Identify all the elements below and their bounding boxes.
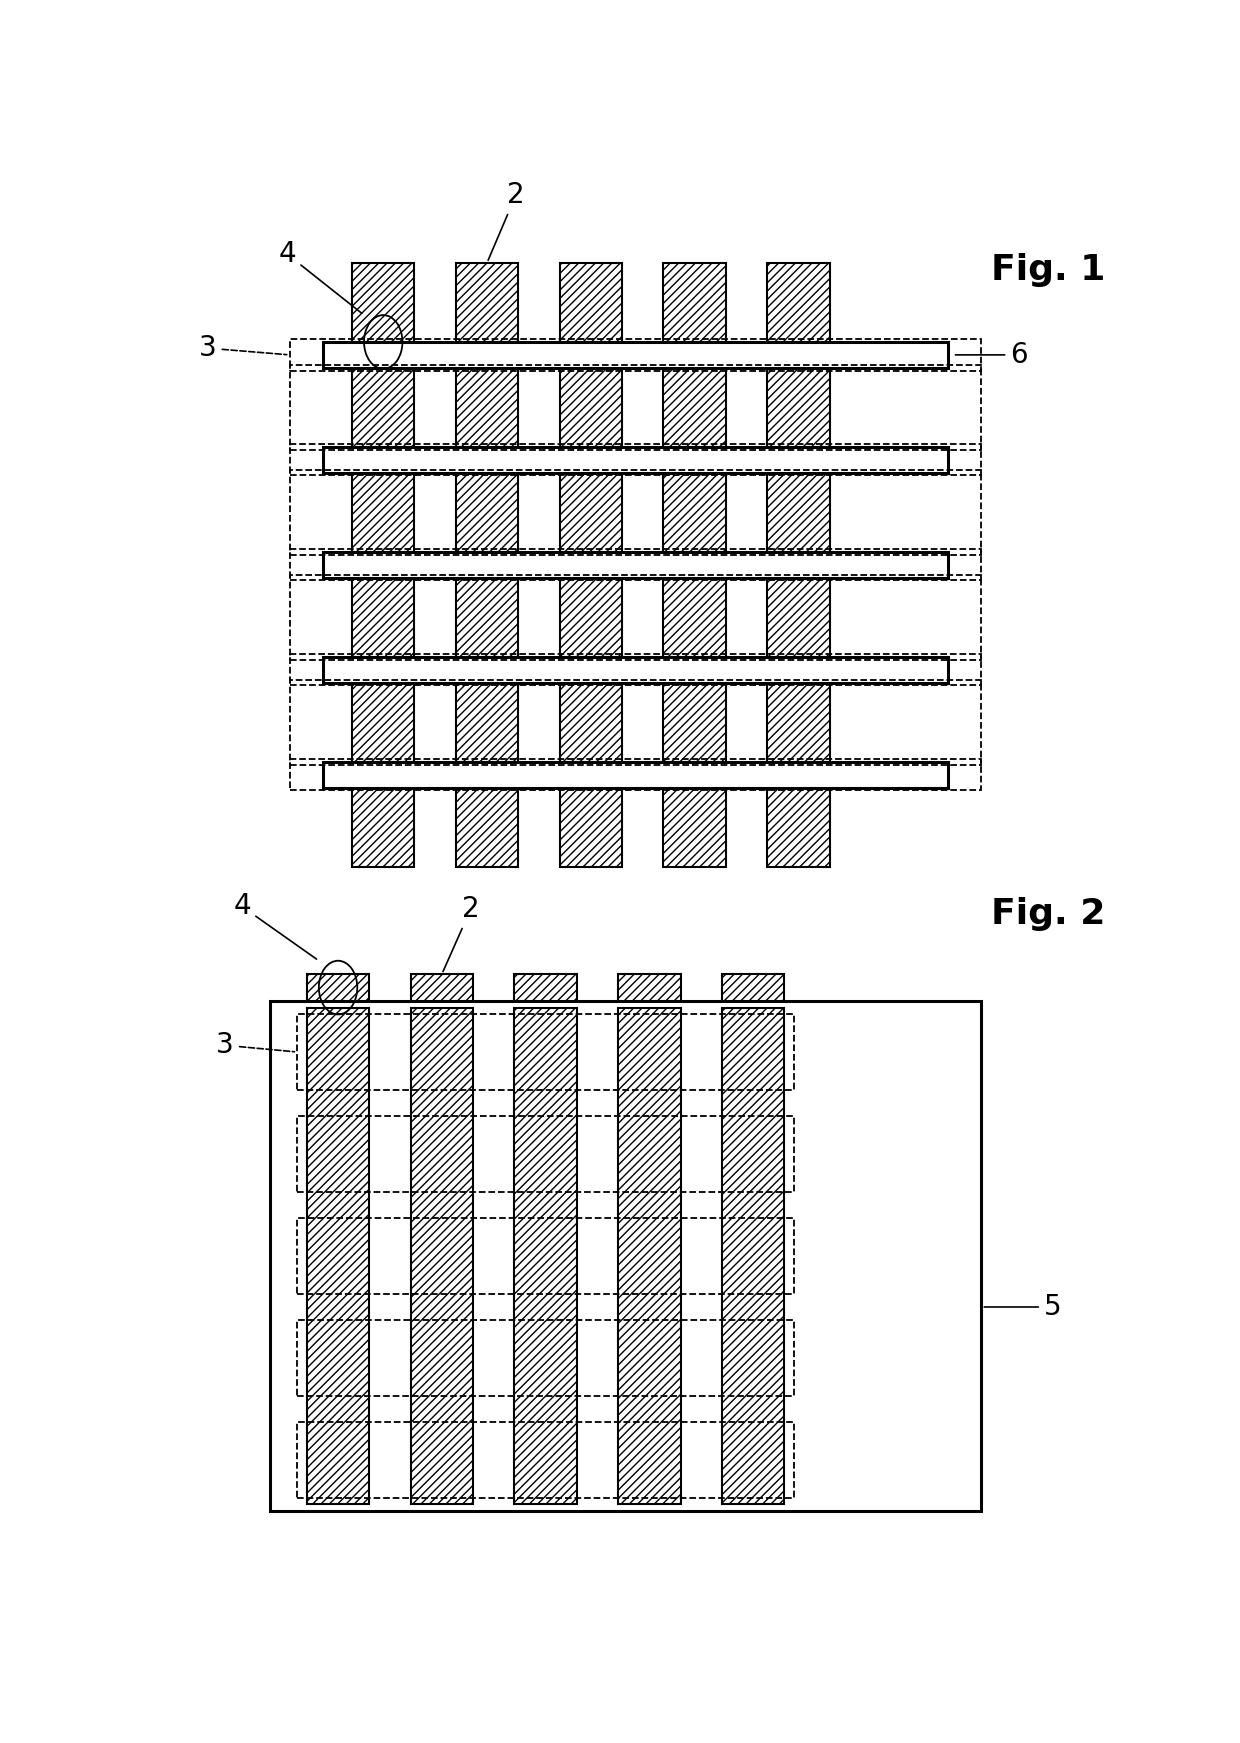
Bar <box>559 263 622 342</box>
Bar <box>298 1218 794 1293</box>
Bar <box>270 1000 982 1511</box>
Bar <box>324 446 947 472</box>
Bar <box>298 1117 794 1192</box>
Bar <box>289 575 982 659</box>
Bar <box>663 788 725 866</box>
Bar <box>515 1007 577 1504</box>
Bar <box>456 263 518 342</box>
Bar <box>324 342 947 368</box>
Bar <box>324 657 947 683</box>
Bar <box>410 974 474 1000</box>
Bar <box>352 788 414 866</box>
Bar <box>559 577 622 657</box>
Bar <box>456 683 518 762</box>
Bar <box>289 549 982 580</box>
Bar <box>768 577 830 657</box>
Text: 6: 6 <box>955 342 1028 370</box>
Bar <box>768 368 830 446</box>
Bar <box>289 471 982 554</box>
Bar <box>515 974 577 1000</box>
Bar <box>289 364 982 450</box>
Bar <box>663 263 725 342</box>
Bar <box>768 472 830 553</box>
Bar <box>410 1007 474 1504</box>
Bar <box>352 263 414 342</box>
Bar <box>722 974 785 1000</box>
Bar <box>298 1014 794 1089</box>
Bar <box>289 680 982 765</box>
Bar <box>559 788 622 866</box>
Text: 3: 3 <box>198 335 286 363</box>
Text: 4: 4 <box>233 892 316 959</box>
Bar <box>768 263 830 342</box>
Bar <box>456 788 518 866</box>
Text: 2: 2 <box>443 896 480 971</box>
Text: Fig. 1: Fig. 1 <box>991 253 1105 286</box>
Bar <box>663 577 725 657</box>
Bar <box>619 1007 681 1504</box>
Bar <box>289 760 982 790</box>
Bar <box>298 1321 794 1396</box>
Bar <box>663 368 725 446</box>
Bar <box>559 368 622 446</box>
Bar <box>324 762 947 788</box>
Bar <box>352 368 414 446</box>
Bar <box>456 368 518 446</box>
Bar <box>456 472 518 553</box>
Bar <box>619 974 681 1000</box>
Bar <box>289 444 982 476</box>
Bar <box>768 683 830 762</box>
Bar <box>352 472 414 553</box>
Bar <box>559 472 622 553</box>
Bar <box>456 577 518 657</box>
Text: Fig. 2: Fig. 2 <box>991 896 1105 931</box>
Text: 2: 2 <box>489 181 525 260</box>
Bar <box>352 683 414 762</box>
Bar <box>289 654 982 685</box>
Bar <box>663 472 725 553</box>
Bar <box>663 683 725 762</box>
Text: 5: 5 <box>985 1293 1061 1321</box>
Bar <box>306 974 370 1000</box>
Bar <box>298 1422 794 1497</box>
Bar <box>306 1007 370 1504</box>
Bar <box>324 553 947 577</box>
Bar <box>559 683 622 762</box>
Text: 3: 3 <box>216 1032 294 1060</box>
Bar <box>352 577 414 657</box>
Bar <box>768 788 830 866</box>
Bar <box>289 340 982 371</box>
Text: 4: 4 <box>278 241 362 314</box>
Bar <box>722 1007 785 1504</box>
